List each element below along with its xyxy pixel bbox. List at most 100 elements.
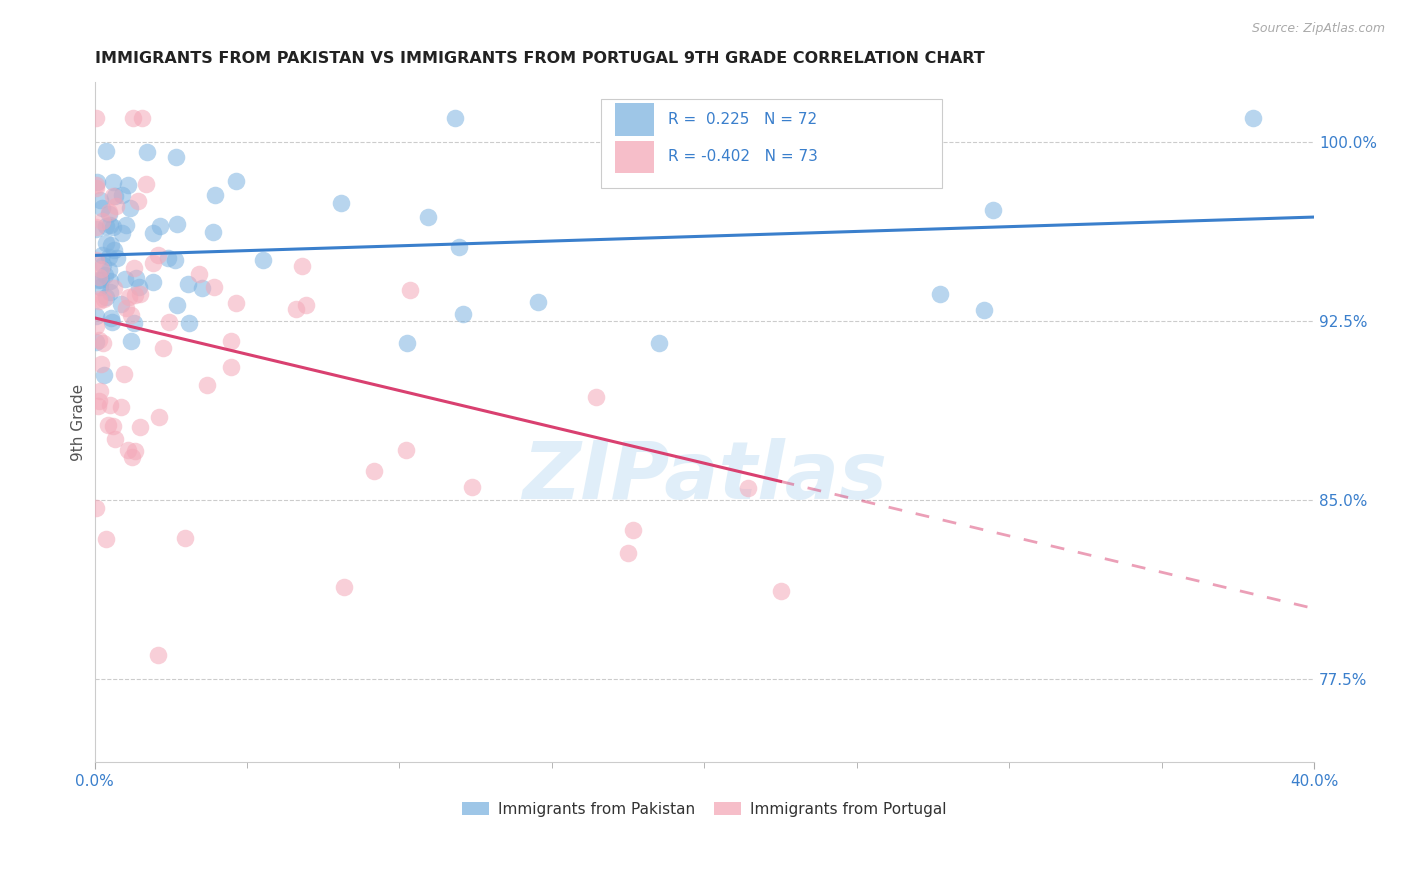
Point	[114, 301, 136, 315]
Point	[87, 393, 110, 408]
Point	[330, 195, 353, 210]
Point	[117, 178, 139, 192]
Legend: Immigrants from Pakistan, Immigrants from Portugal: Immigrants from Pakistan, Immigrants fro…	[456, 796, 953, 822]
Point	[98, 250, 121, 264]
Point	[112, 367, 135, 381]
Point	[157, 315, 180, 329]
Point	[86, 175, 108, 189]
Point	[188, 267, 211, 281]
Point	[165, 253, 187, 268]
Point	[87, 399, 110, 413]
Point	[142, 256, 165, 270]
Point	[131, 111, 153, 125]
Point	[166, 217, 188, 231]
Point	[97, 207, 120, 221]
Point	[120, 202, 142, 216]
Point	[191, 281, 214, 295]
Point	[101, 189, 124, 203]
Point	[461, 480, 484, 494]
Point	[120, 308, 142, 322]
Point	[121, 334, 143, 348]
Point	[332, 580, 354, 594]
Point	[156, 251, 179, 265]
Point	[100, 314, 122, 328]
Point	[449, 240, 471, 254]
Point	[399, 284, 422, 298]
Point	[115, 218, 138, 232]
Point	[87, 273, 110, 287]
Point	[128, 286, 150, 301]
Point	[165, 150, 187, 164]
Point	[122, 111, 145, 125]
Point	[105, 251, 128, 265]
Point	[104, 189, 127, 203]
Point	[142, 227, 165, 241]
Point	[717, 120, 740, 135]
Point	[91, 336, 114, 351]
Point	[453, 307, 475, 321]
Point	[84, 319, 107, 334]
Point	[98, 398, 121, 412]
Point	[981, 202, 1004, 217]
Point	[111, 226, 134, 240]
Point	[973, 303, 995, 318]
Point	[91, 248, 114, 262]
Point	[104, 432, 127, 446]
Text: ZIPatlas: ZIPatlas	[522, 438, 887, 516]
Point	[648, 336, 671, 351]
Point	[1241, 111, 1264, 125]
Point	[101, 220, 124, 235]
Point	[221, 334, 243, 348]
Point	[105, 199, 128, 213]
Point	[91, 214, 114, 228]
Point	[86, 222, 108, 236]
Point	[769, 583, 792, 598]
Point	[148, 410, 170, 425]
Point	[294, 298, 316, 312]
Point	[87, 333, 110, 347]
Point	[117, 443, 139, 458]
Point	[416, 210, 439, 224]
Point	[219, 360, 242, 375]
Point	[225, 174, 247, 188]
Point	[201, 225, 224, 239]
Point	[149, 219, 172, 233]
Point	[91, 258, 114, 272]
Bar	[616, 103, 654, 136]
Point	[84, 501, 107, 516]
Point	[737, 481, 759, 495]
Point	[87, 269, 110, 284]
Point	[90, 261, 112, 276]
Point	[124, 316, 146, 330]
Point	[114, 272, 136, 286]
Point	[84, 310, 107, 324]
Text: Source: ZipAtlas.com: Source: ZipAtlas.com	[1251, 22, 1385, 36]
Point	[110, 401, 132, 415]
Point	[756, 136, 779, 151]
Point	[98, 262, 121, 277]
Point	[93, 368, 115, 382]
Point	[98, 274, 121, 288]
Point	[84, 335, 107, 350]
Point	[225, 296, 247, 310]
Point	[90, 273, 112, 287]
Point	[96, 219, 118, 234]
Point	[94, 268, 117, 282]
Point	[204, 188, 226, 202]
Point	[103, 175, 125, 189]
Point	[100, 311, 122, 326]
Point	[125, 271, 148, 285]
Point	[94, 235, 117, 250]
Point	[173, 531, 195, 545]
Point	[252, 252, 274, 267]
Bar	[616, 141, 654, 173]
Point	[928, 287, 950, 301]
Point	[87, 292, 110, 306]
Point	[94, 533, 117, 547]
Point	[148, 248, 170, 262]
Text: R =  0.225   N = 72: R = 0.225 N = 72	[668, 112, 817, 127]
Point	[84, 178, 107, 192]
Point	[97, 417, 120, 432]
Point	[100, 238, 122, 252]
Y-axis label: 9th Grade: 9th Grade	[72, 384, 86, 461]
